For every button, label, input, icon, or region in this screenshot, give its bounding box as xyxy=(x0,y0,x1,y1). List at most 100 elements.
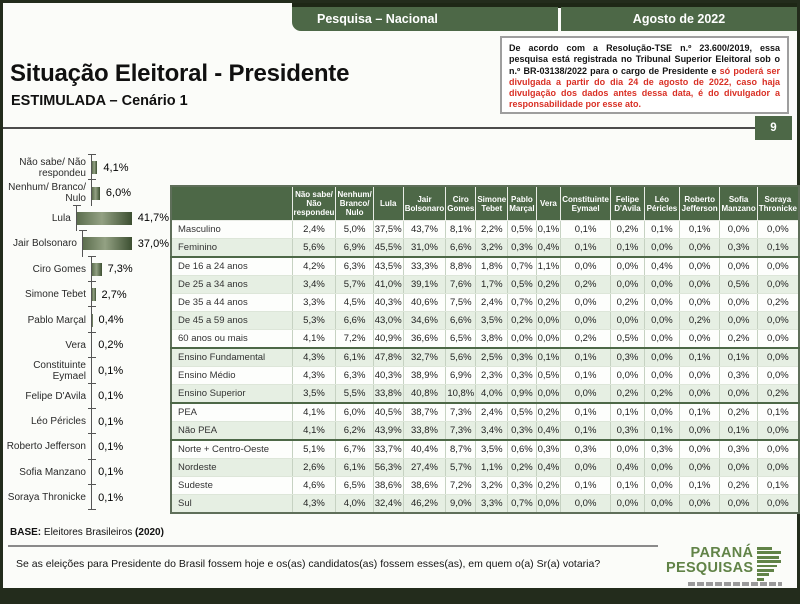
table-cell: 4,5% xyxy=(335,293,374,312)
table-cell: 0,1% xyxy=(644,220,680,239)
table-cell: 1,8% xyxy=(475,256,509,276)
table-cell: 43,7% xyxy=(403,220,447,239)
chart-category-label: Simone Tebet xyxy=(25,289,86,301)
table-cell: 4,3% xyxy=(292,366,337,385)
chart-bar xyxy=(92,186,100,200)
table-cell: 6,5% xyxy=(335,476,374,495)
table-cell: 2,4% xyxy=(475,293,509,312)
table-cell: 0,4% xyxy=(610,458,646,477)
table-cell: 0,0% xyxy=(536,329,562,349)
table-cell: 2,6% xyxy=(292,458,337,477)
table-cell: 0,0% xyxy=(679,329,721,349)
chart-value-label: 4,1% xyxy=(103,161,129,174)
chart-row: Simone Tebet 2,7% xyxy=(4,280,169,308)
table-cell: 0,0% xyxy=(719,220,758,239)
table-cell: 40,6% xyxy=(403,293,447,312)
table-cell: 4,3% xyxy=(292,494,337,514)
table-cell: 0,0% xyxy=(679,238,721,258)
table-cell: 0,3% xyxy=(536,439,562,459)
table-cell: 5,3% xyxy=(292,311,337,330)
chart-category-label: Léo Péricles xyxy=(30,416,86,428)
table-cell: 7,5% xyxy=(445,293,477,312)
table-cell: 33,8% xyxy=(403,421,447,441)
table-cell: 41,0% xyxy=(373,275,404,294)
table-cell: 9,0% xyxy=(445,494,477,514)
chart-category-label: Soraya Thronicke xyxy=(7,492,86,504)
table-row-label: Nordeste xyxy=(171,458,293,477)
table-cell: 0,3% xyxy=(719,366,758,385)
table-cell: 6,5% xyxy=(445,329,477,349)
chart-category-label: Constituinte Eymael xyxy=(33,359,86,382)
table-cell: 0,0% xyxy=(757,275,800,294)
table-cell: 0,3% xyxy=(507,366,537,385)
table-column-header: Constituinte Eymael xyxy=(560,185,611,221)
table-row-label: Masculino xyxy=(171,220,293,239)
table-cell: 4,2% xyxy=(292,256,337,276)
table-cell: 1,7% xyxy=(475,275,509,294)
header-tab-scope: Pesquisa – Nacional xyxy=(292,7,558,31)
chart-bar xyxy=(82,237,132,251)
chart-category-label: Lula xyxy=(51,212,71,224)
table-row: Ensino Superior 3,5% 5,5% 33,8% 40,8% 10,8% 4,… xyxy=(171,384,800,404)
table-cell: 4,0% xyxy=(475,384,509,404)
table-cell: 0,2% xyxy=(536,293,562,312)
table-row: Sudeste 4,6% 6,5% 38,6% 38,6% 7,2% 3,2% 0,3% 0,2… xyxy=(171,476,800,495)
table-column-header: Léo Péricles xyxy=(644,185,680,221)
table-cell: 34,6% xyxy=(403,311,447,330)
table-cell: 0,2% xyxy=(536,476,562,495)
chart-plot-area: 0,1% xyxy=(88,484,169,511)
table-cell: 0,0% xyxy=(560,458,611,477)
table-cell: 0,2% xyxy=(536,402,562,422)
table-cell: 0,1% xyxy=(560,476,611,495)
chart-value-label: 0,1% xyxy=(98,491,124,504)
table-row-label: Norte + Centro-Oeste xyxy=(171,439,293,459)
table-cell: 0,2% xyxy=(507,311,537,330)
table-cell: 0,3% xyxy=(560,439,611,459)
chart-row: Constituinte Eymael 0,1% xyxy=(4,357,169,384)
table-cell: 40,3% xyxy=(373,293,404,312)
table-cell: 0,0% xyxy=(560,293,611,312)
table-cell: 0,1% xyxy=(610,238,646,258)
table-cell: 0,0% xyxy=(560,256,611,276)
chart-value-label: 2,7% xyxy=(101,288,127,301)
table-cell: 6,9% xyxy=(445,366,477,385)
table-cell: 47,8% xyxy=(373,347,404,367)
table-cell: 0,2% xyxy=(536,275,562,294)
table-cell: 5,6% xyxy=(445,347,477,367)
table-cell: 0,0% xyxy=(644,347,680,367)
table-row-label: Ensino Médio xyxy=(171,366,293,385)
table-cell: 43,9% xyxy=(373,421,404,441)
chart-category-label: Não sabe/ Não respondeu xyxy=(19,156,86,179)
chart-plot-area: 0,1% xyxy=(88,433,169,460)
table-row: Não PEA 4,1% 6,2% 43,9% 33,8% 7,3% 3,4% 0,3% 0,4… xyxy=(171,421,800,441)
table-cell: 0,0% xyxy=(644,402,680,422)
table-cell: 3,5% xyxy=(475,311,509,330)
table-cell: 0,0% xyxy=(679,494,721,514)
chart-row: Roberto Jefferson 0,1% xyxy=(4,433,169,460)
table-cell: 0,0% xyxy=(536,384,562,404)
table-cell: 32,7% xyxy=(403,347,447,367)
page-title: Situação Eleitoral - Presidente xyxy=(10,60,350,87)
chart-value-label: 37,0% xyxy=(137,237,169,250)
table-cell: 6,3% xyxy=(335,256,374,276)
disclaimer-text-black: De acordo com a Resolução-TSE n.º 23.600… xyxy=(509,43,780,76)
table-cell: 0,0% xyxy=(610,366,646,385)
table-cell: 6,7% xyxy=(335,439,374,459)
table-row: Feminino 5,6% 6,9% 45,5% 31,0% 6,6% 3,2% 0,3% 0,… xyxy=(171,238,800,258)
chart-plot-area: 0,1% xyxy=(88,382,169,409)
table-cell: 0,5% xyxy=(610,329,646,349)
base-text: Eleitores Brasileiros xyxy=(41,527,136,538)
table-cell: 0,5% xyxy=(536,366,562,385)
table-cell: 0,1% xyxy=(536,347,562,367)
table-cell: 0,2% xyxy=(560,329,611,349)
table-cell: 0,0% xyxy=(757,421,800,441)
table-row: Masculino 2,4% 5,0% 37,5% 43,7% 8,1% 2,2% 0,5% 0… xyxy=(171,220,800,239)
table-cell: 0,0% xyxy=(507,329,537,349)
table-cell: 0,0% xyxy=(610,439,646,459)
table-cell: 56,3% xyxy=(373,458,404,477)
table-cell: 5,0% xyxy=(335,220,374,239)
table-cell: 0,0% xyxy=(757,458,800,477)
table-cell: 0,9% xyxy=(507,384,537,404)
table-cell: 0,1% xyxy=(679,347,721,367)
